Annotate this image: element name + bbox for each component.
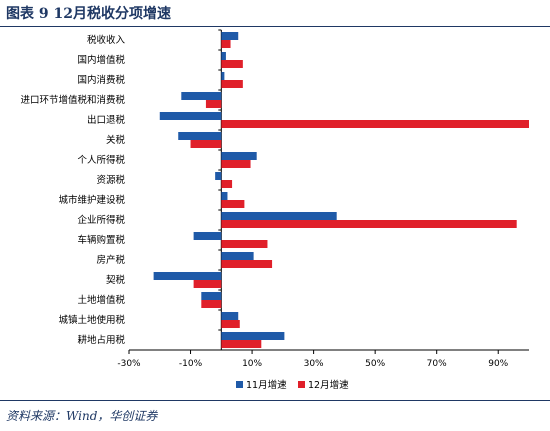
bar-series-2 (221, 240, 268, 248)
bar-series-2 (221, 180, 233, 188)
category-label: 个人所得税 (77, 154, 125, 166)
category-label: 土地增值税 (77, 294, 125, 306)
chart-area: -30% -10% 10% 30% 50% 70% 90% 税收收入国内增值税国内消费税进口环… (0, 27, 550, 397)
figure-title-bar: 图表 9 12月税收分项增速 (0, 0, 550, 27)
category-label: 进口环节增值税和消费税 (20, 94, 125, 106)
bar-series-1 (221, 192, 228, 200)
source-note: 资料来源：Wind，华创证券 (6, 409, 158, 423)
bar-series-2 (221, 120, 530, 128)
x-tick-label: 70% (427, 359, 447, 369)
legend-swatch-1 (236, 381, 243, 388)
bar-series-1 (221, 32, 239, 40)
bar-series-1 (221, 152, 257, 160)
figure-title: 图表 9 12月税收分项增速 (6, 6, 171, 22)
bar-series-1 (221, 52, 226, 60)
bar-series-1 (201, 292, 222, 300)
bar-series-1 (215, 172, 222, 180)
bar-series-2 (221, 160, 251, 168)
bar-series-2 (205, 100, 222, 108)
x-tick-label: -10% (179, 359, 203, 369)
bar-series-1 (193, 232, 222, 240)
bar-series-1 (159, 112, 222, 120)
x-tick-label: 90% (488, 359, 508, 369)
category-label: 出口退税 (87, 114, 126, 126)
bar-series-2 (193, 280, 222, 288)
bar-series-1 (181, 92, 222, 100)
x-tick-label: 50% (365, 359, 385, 369)
legend-swatch-2 (298, 381, 305, 388)
bar-series-2 (221, 80, 243, 88)
bar-series-2 (221, 340, 262, 348)
legend-label-2: 12月增速 (308, 379, 349, 391)
bar-series-1 (221, 252, 254, 260)
source-bar: 资料来源：Wind，华创证券 (0, 400, 550, 431)
x-tick-label: -30% (117, 359, 141, 369)
bar-series-2 (221, 200, 245, 208)
category-label: 契税 (106, 274, 126, 286)
bar-series-1 (221, 72, 225, 80)
bar-series-2 (221, 320, 240, 328)
bar-series-2 (221, 40, 231, 48)
category-label: 房产税 (96, 254, 125, 266)
legend-label-1: 11月增速 (246, 379, 287, 391)
category-label: 车辆购置税 (77, 234, 125, 246)
bar-series-1 (221, 332, 285, 340)
category-label: 关税 (106, 134, 126, 146)
category-label: 企业所得税 (77, 214, 125, 226)
bar-series-2 (221, 220, 517, 228)
bar-series-2 (221, 60, 243, 68)
x-tick-label: 30% (304, 359, 324, 369)
bar-series-2 (190, 140, 222, 148)
category-label: 城市维护建设税 (58, 194, 125, 206)
bar-series-1 (221, 312, 239, 320)
category-label: 国内消费税 (77, 74, 125, 86)
bar-series-1 (221, 212, 337, 220)
bar-series-1 (178, 132, 222, 140)
bar-chart: -30% -10% 10% 30% 50% 70% 90% 税收收入国内增值税国内消费税进口环… (20, 29, 530, 391)
category-label: 耕地占用税 (77, 334, 125, 346)
category-label: 城镇土地使用税 (58, 314, 125, 326)
category-label: 税收收入 (87, 34, 126, 46)
category-label: 资源税 (96, 174, 125, 186)
bar-series-2 (221, 260, 273, 268)
bar-series-2 (201, 300, 222, 308)
category-label: 国内增值税 (77, 54, 125, 66)
x-tick-label: 10% (242, 359, 262, 369)
bar-series-1 (153, 272, 222, 280)
